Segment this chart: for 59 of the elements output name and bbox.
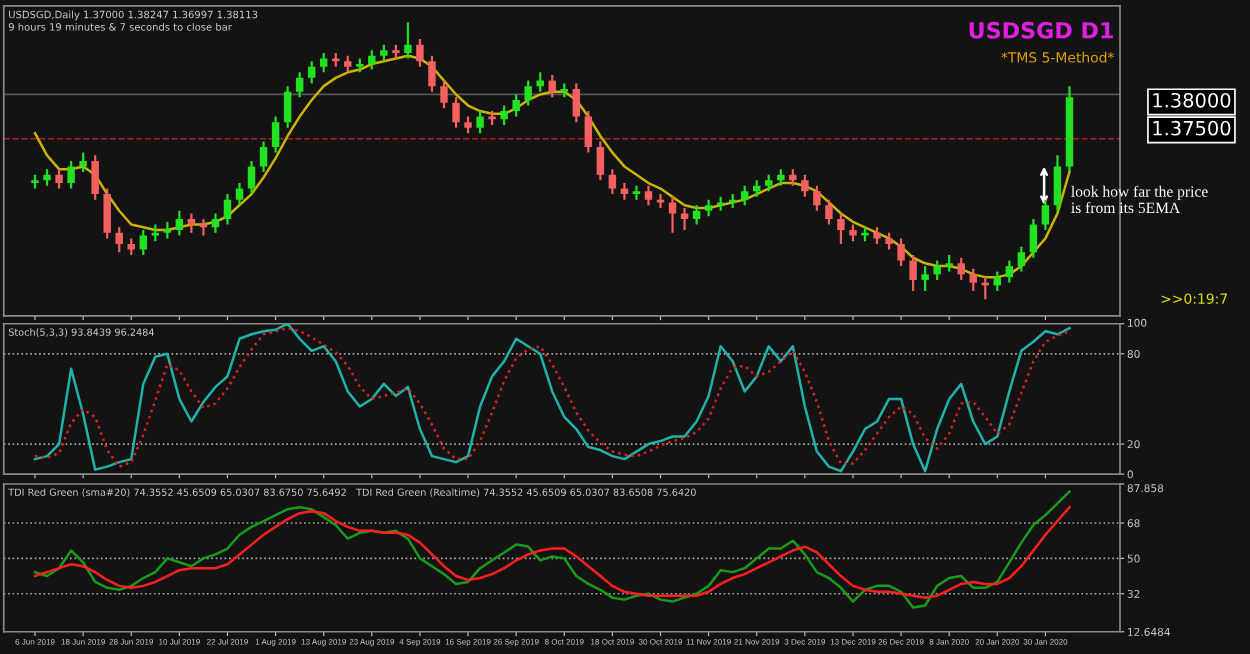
- candlestick: [235, 181, 244, 207]
- line-series: [33, 506, 1071, 599]
- candlestick: [668, 195, 677, 234]
- candlestick: [524, 79, 532, 107]
- candlestick: [319, 51, 328, 74]
- candlestick: [175, 209, 184, 237]
- candlestick: [608, 168, 617, 196]
- text: 1.37500: [1153, 120, 1231, 136]
- candlestick: [1017, 245, 1026, 273]
- candlestick: [512, 93, 520, 118]
- candlestick: [801, 173, 809, 198]
- candlestick: [283, 85, 292, 129]
- text: 1.38000: [1153, 92, 1231, 108]
- candlestick: [644, 184, 653, 207]
- candlestick: [476, 109, 484, 135]
- candlestick: [416, 37, 424, 68]
- candlestick: [1005, 259, 1014, 284]
- chart-title: USDSGD D1: [969, 21, 1113, 39]
- candlestick: [692, 204, 701, 226]
- candlestick: [440, 79, 448, 110]
- candlestick: [897, 237, 905, 268]
- candlestick: [740, 184, 749, 207]
- candlestick: [67, 159, 75, 190]
- candlestick: [1029, 217, 1038, 259]
- candlestick: [572, 82, 581, 124]
- candlestick: [103, 187, 111, 240]
- candlestick: [55, 168, 63, 190]
- candlestick: [91, 154, 99, 201]
- candlestick: [921, 264, 929, 293]
- candlestick: [187, 212, 196, 234]
- candlestick: [271, 115, 280, 154]
- candlestick: [825, 198, 833, 226]
- candlestick: [969, 267, 977, 293]
- candlestick: [536, 71, 544, 93]
- candlestick: [909, 253, 917, 293]
- candlestick: [211, 212, 220, 234]
- candlestick: [404, 21, 412, 60]
- candlestick: [933, 259, 941, 282]
- candlestick: [79, 151, 87, 174]
- candlestick: [295, 71, 304, 99]
- candlestick: [368, 49, 376, 71]
- candlestick: [596, 140, 605, 182]
- candlestick: [584, 109, 593, 154]
- candlestick: [813, 184, 821, 212]
- candlestick: [247, 159, 256, 196]
- candlestick: [223, 192, 232, 226]
- candlestick: [680, 206, 689, 232]
- candlestick: [452, 96, 460, 129]
- candlestick: [115, 226, 123, 254]
- candlestick: [259, 140, 268, 174]
- candlestick: [500, 104, 508, 127]
- candlestick: [548, 73, 556, 99]
- candlestick: [837, 212, 845, 246]
- candlestick: [307, 60, 316, 85]
- candlestick: [428, 54, 436, 93]
- candlestick: [632, 184, 641, 201]
- candlestick: [1053, 154, 1062, 212]
- candlestick: [957, 256, 965, 282]
- candlestick: [993, 270, 1002, 293]
